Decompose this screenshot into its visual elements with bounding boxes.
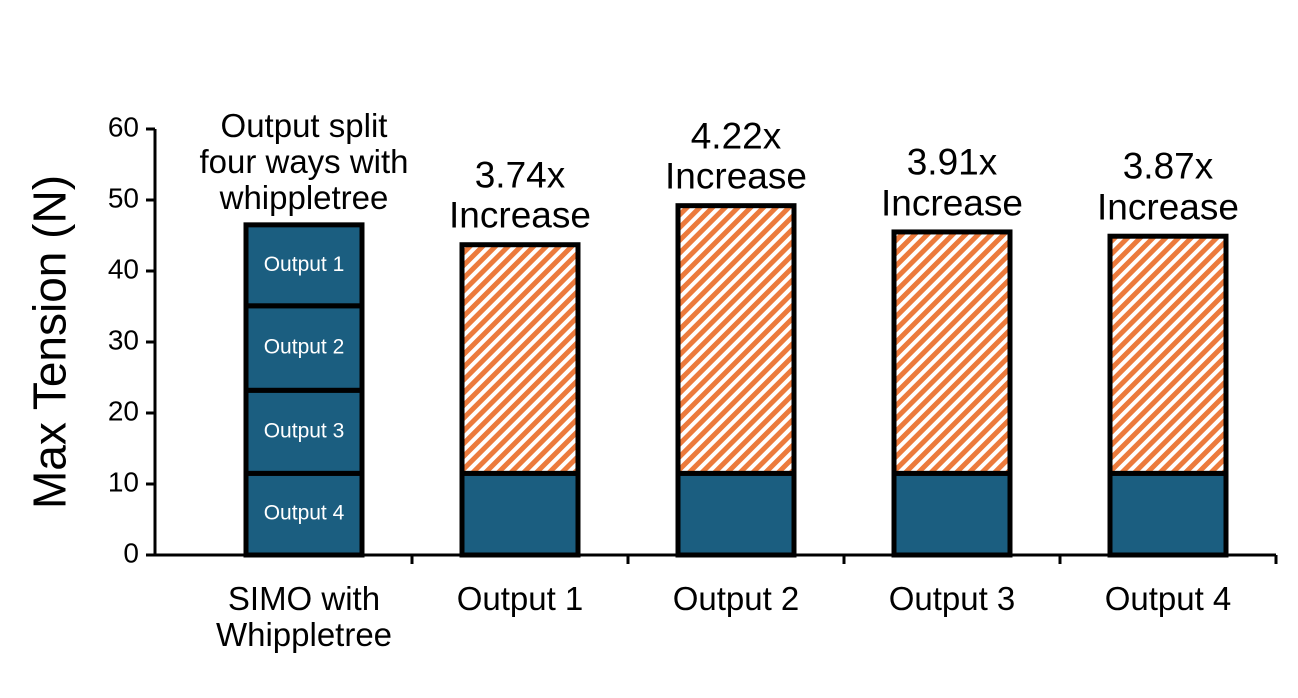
x-tick-label: SIMO with Whippletree — [215, 580, 393, 654]
bar — [1107, 470, 1229, 558]
segment-label: Output 3 — [264, 419, 345, 442]
annotation: 4.22x Increase — [665, 115, 807, 197]
bar-segment — [243, 222, 365, 309]
x-tick-label: Output 2 — [672, 580, 800, 617]
segment-label: Output 4 — [264, 502, 345, 525]
y-tick-label: 10 — [108, 466, 139, 497]
y-tick-label: 50 — [108, 182, 139, 213]
y-axis-label: Max Tension (N) — [23, 174, 76, 510]
bar-segment — [243, 470, 365, 558]
x-tick-label: Output 3 — [888, 580, 1016, 617]
y-tick-label: 0 — [123, 537, 139, 568]
x-tick-label: Output 1 — [456, 580, 584, 617]
y-tick-label: 20 — [108, 395, 139, 426]
y-tick-label: 30 — [108, 324, 139, 355]
annotation: 3.91x Increase — [881, 141, 1023, 224]
bar — [891, 470, 1013, 558]
annotation: 3.87x Increase — [1097, 145, 1239, 228]
annotation: Output split four ways with whippletree — [199, 106, 409, 217]
bar — [675, 470, 797, 558]
bar — [1107, 233, 1229, 476]
y-tick-label: 40 — [108, 253, 139, 284]
y-tick-label: 60 — [108, 111, 139, 142]
bar — [675, 203, 797, 476]
bar — [459, 470, 581, 558]
segment-label: Output 2 — [264, 336, 345, 359]
bar — [891, 229, 1013, 476]
annotation: 3.74x Increase — [449, 154, 591, 237]
x-tick-label: Output 4 — [1104, 580, 1232, 617]
bar — [459, 242, 581, 476]
segment-label: Output 1 — [264, 253, 345, 276]
bar-segment — [243, 387, 365, 476]
